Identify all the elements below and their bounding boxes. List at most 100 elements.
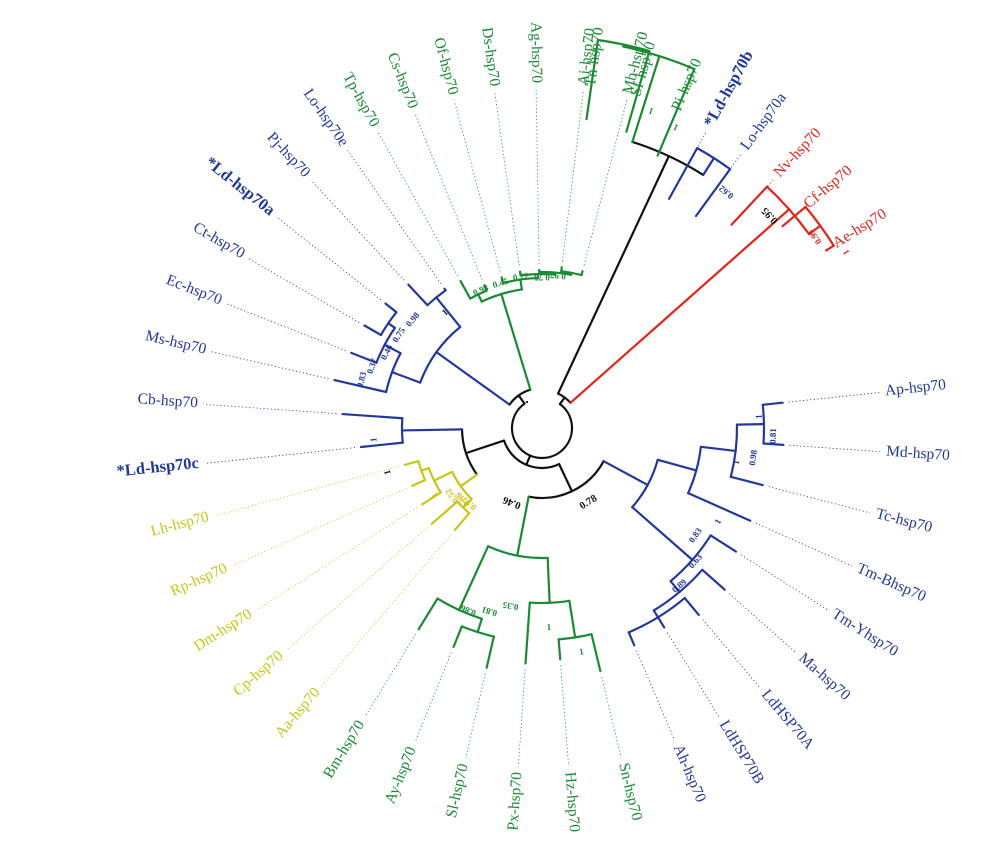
branch-83	[400, 428, 464, 432]
leaf-label-23: Aa-hsp70	[272, 684, 324, 741]
leaf-label-41: Ai-hsp70	[575, 27, 599, 87]
leader-line-42	[583, 99, 628, 266]
support-values: 0.620.950.9911110.810.98110.830.630.890.…	[355, 106, 852, 657]
leaf-label-27: Lh-hsp70	[149, 508, 211, 540]
support-value-33: 0.98	[471, 282, 490, 298]
branch-44	[669, 580, 681, 594]
support-value-4: 1	[647, 106, 655, 117]
leader-lines	[203, 89, 881, 767]
support-value-6: 1	[754, 414, 764, 420]
branch-89	[467, 374, 511, 406]
leaf-label-36: Tp-hsp70	[339, 70, 383, 130]
leaf-label-20: Sl-hsp70	[443, 762, 472, 820]
leaf-label-26: Rp-hsp70	[168, 560, 230, 600]
branch-118	[518, 270, 522, 277]
leader-line-40	[535, 89, 540, 265]
leader-line-26	[232, 487, 407, 567]
branch-65	[485, 635, 495, 669]
support-value-32: 1	[440, 307, 450, 318]
leaf-label-14: LdHSP70A	[758, 686, 818, 753]
leader-line-21	[414, 652, 452, 743]
leader-line-10	[768, 486, 871, 514]
branch-32	[687, 445, 702, 495]
branch-51	[627, 631, 636, 647]
branch-26	[502, 439, 561, 470]
branch-31	[656, 458, 698, 472]
leader-line-27	[214, 465, 400, 517]
leaf-label-30: Ms-hsp70	[144, 327, 208, 358]
branch-62	[436, 597, 483, 620]
leaf-label-10: Tc-hsp70	[874, 505, 934, 536]
support-value-0: 0.62	[716, 183, 735, 201]
branch-109	[477, 293, 483, 303]
leader-line-41	[562, 91, 584, 262]
support-value-34: 0.45	[491, 276, 509, 290]
leader-line-33	[276, 216, 382, 301]
branch-46	[701, 568, 726, 591]
leader-line-4	[699, 153, 742, 212]
branch-52	[516, 495, 530, 557]
leaf-labels: Tn-hsp70 Sf-hsp70 Pi-hsp70*Ld-hsp70bLo-hsp…	[116, 22, 951, 833]
branch-107	[500, 292, 512, 324]
leader-line-37	[414, 113, 483, 280]
support-value-9: 1	[731, 459, 742, 466]
leader-line-1	[627, 101, 636, 127]
branch-1	[510, 402, 574, 460]
branch-54	[546, 556, 551, 604]
branch-5	[631, 140, 705, 177]
branch-68	[464, 439, 506, 455]
leader-line-38	[453, 100, 501, 272]
support-value-36: 0.75	[534, 272, 550, 282]
leader-line-35	[347, 150, 442, 285]
branch-50	[656, 616, 666, 629]
leader-line-32	[248, 258, 360, 323]
branch-4	[556, 155, 670, 395]
support-value-12: 0.63	[686, 552, 704, 571]
branch-66	[452, 625, 463, 648]
leaf-label-25: Dm-hsp70	[191, 605, 256, 655]
leader-line-18	[560, 665, 569, 766]
leaf-label-17: Sn-hsp70	[615, 761, 645, 822]
leader-line-16	[636, 650, 675, 741]
leaf-label-38: Of-hsp70	[430, 36, 462, 97]
branch-15	[696, 147, 732, 171]
leader-line-24	[285, 527, 428, 651]
leaf-label-3: *Ld-hsp70b	[699, 47, 757, 130]
branch-8	[622, 45, 696, 71]
support-value-15: 0.46	[501, 494, 522, 511]
branch-45	[652, 568, 704, 612]
support-value-19: 0.81	[480, 604, 498, 618]
leaf-label-13: Ma-hsp70	[795, 650, 854, 705]
branch-69	[460, 428, 479, 476]
branch-42	[669, 534, 712, 583]
branch-101	[384, 302, 398, 314]
branch-74	[453, 512, 471, 531]
branch-115	[500, 276, 505, 285]
branch-105	[443, 287, 447, 292]
branch-33	[699, 445, 737, 453]
branch-76	[433, 470, 454, 482]
branch-86	[341, 412, 404, 420]
support-value-26: 1	[368, 437, 378, 443]
branch-70	[459, 473, 479, 488]
branch-53	[486, 545, 549, 560]
leaf-label-16: Ah-hsp70	[670, 742, 710, 805]
support-value-37: 0.97	[549, 270, 566, 282]
leader-line-11	[755, 522, 852, 567]
leader-line-12	[740, 554, 829, 611]
branch-67	[417, 597, 439, 631]
support-value-18: 0.35	[501, 600, 519, 613]
branch-112	[483, 284, 488, 292]
branch-14	[702, 157, 716, 177]
branch-94	[333, 378, 388, 394]
leaf-label-8: Ap-hsp70	[884, 376, 947, 399]
leader-line-30	[211, 351, 329, 380]
branch-79	[420, 466, 430, 472]
leader-line-34	[310, 179, 405, 281]
branch-27	[558, 463, 574, 493]
branch-102	[435, 296, 462, 329]
leader-line-9	[789, 444, 881, 453]
branch-2	[558, 396, 566, 406]
branch-34	[729, 423, 739, 478]
